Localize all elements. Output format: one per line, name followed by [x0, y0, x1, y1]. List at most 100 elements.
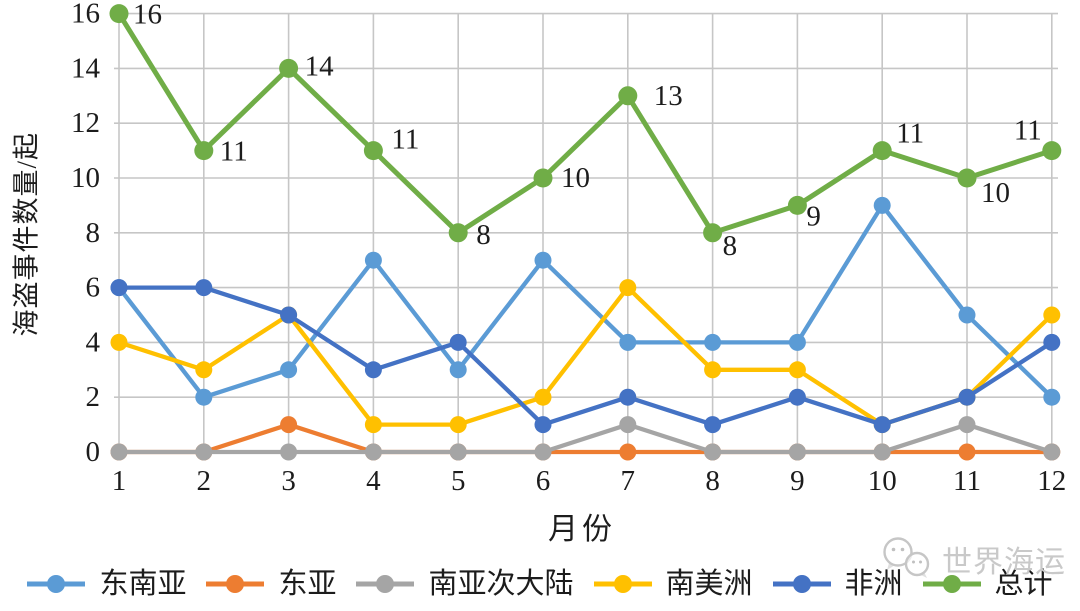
- series-marker-southeast-asia: [534, 251, 552, 269]
- data-label-total: 8: [476, 219, 491, 251]
- legend-marker-africa: [772, 575, 831, 593]
- data-label-total: 11: [1014, 115, 1042, 147]
- y-axis-title: 海盗事件数量/起: [11, 131, 42, 337]
- series-marker-total: [957, 168, 977, 188]
- series-marker-total: [279, 58, 299, 78]
- legend-marker-southeast-asia: [27, 575, 86, 593]
- x-axis-tick-label: 1: [112, 465, 127, 497]
- series-marker-southeast-asia: [619, 333, 637, 351]
- x-axis-tick-label: 5: [451, 465, 466, 497]
- series-marker-south-asian-subcontinent: [195, 443, 213, 461]
- series-marker-total: [872, 141, 892, 161]
- x-axis-tick-label: 3: [281, 465, 296, 497]
- legend-item-south-america: 南美洲: [593, 567, 753, 600]
- x-axis-tick-label: 6: [536, 465, 551, 497]
- chart-legend: 东南亚 东亚 南亚次大陆 南美洲 非洲 总计: [0, 562, 1080, 606]
- legend-item-total: 总计: [922, 567, 1053, 600]
- data-label-total: 11: [391, 124, 419, 156]
- x-axis-tick-label: 11: [953, 465, 981, 497]
- x-axis-tick-label: 8: [705, 465, 720, 497]
- series-marker-total: [703, 223, 723, 243]
- series-line-africa: [116, 285, 1054, 427]
- legend-label-southeast-asia: 东南亚: [99, 567, 187, 600]
- series-marker-africa: [873, 416, 891, 434]
- y-axis-tick-label: 8: [86, 217, 101, 249]
- series-marker-east-asia: [280, 416, 298, 434]
- series-marker-africa: [364, 361, 382, 379]
- data-label-total: 10: [561, 162, 590, 194]
- y-axis-tick-label: 10: [71, 162, 100, 194]
- series-marker-east-asia: [958, 443, 976, 461]
- series-marker-africa: [619, 388, 637, 406]
- x-axis-tick-label: 7: [621, 465, 636, 497]
- series-line-south-asian-subcontinent: [116, 422, 1054, 455]
- data-label-total: 14: [305, 50, 335, 82]
- series-marker-total: [533, 168, 553, 188]
- legend-label-east-asia: 东亚: [278, 567, 337, 600]
- series-line-east-asia: [116, 422, 1054, 455]
- x-axis-tick-label: 12: [1037, 465, 1066, 497]
- data-label-total: 9: [806, 200, 821, 232]
- series-marker-southeast-asia: [788, 333, 806, 351]
- series-marker-south-america: [1043, 306, 1061, 324]
- y-axis-tick-label: 0: [86, 436, 101, 468]
- series-marker-total: [618, 86, 638, 106]
- data-label-total: 13: [654, 80, 683, 112]
- series-marker-south-asian-subcontinent: [1043, 443, 1061, 461]
- data-label-total: 8: [723, 230, 738, 262]
- series-marker-southeast-asia: [873, 196, 891, 214]
- y-axis-tick-label: 16: [71, 0, 100, 30]
- series-marker-southeast-asia: [1043, 388, 1061, 406]
- series-marker-total: [787, 195, 807, 215]
- x-axis-tick-label: 9: [790, 465, 805, 497]
- series-marker-southeast-asia: [449, 361, 467, 379]
- series-marker-africa: [1043, 333, 1061, 351]
- series-marker-africa: [195, 279, 213, 297]
- legend-item-south-asian-subcontinent: 南亚次大陆: [356, 569, 574, 599]
- series-marker-southeast-asia: [364, 251, 382, 269]
- series-marker-southeast-asia: [704, 333, 722, 351]
- legend-label-south-america: 南美洲: [665, 567, 753, 600]
- series-marker-south-asian-subcontinent: [619, 416, 637, 434]
- y-axis-tick-label: 2: [86, 381, 101, 413]
- series-marker-southeast-asia: [195, 388, 213, 406]
- series-marker-total: [1042, 141, 1062, 161]
- series-line-southeast-asia: [116, 203, 1054, 400]
- series-marker-south-america: [364, 416, 382, 434]
- legend-item-east-asia: 东亚: [206, 567, 337, 600]
- series-marker-southeast-asia: [958, 306, 976, 324]
- series-marker-south-asian-subcontinent: [958, 416, 976, 434]
- legend-label-total: 总计: [994, 567, 1053, 600]
- series-marker-africa: [704, 416, 722, 434]
- series-marker-south-asian-subcontinent: [534, 443, 552, 461]
- data-label-total: 11: [896, 118, 924, 150]
- series-marker-africa: [280, 306, 298, 324]
- series-marker-south-america: [110, 333, 128, 351]
- legend-marker-south-asian-subcontinent: [356, 575, 415, 593]
- series-marker-total: [363, 141, 383, 161]
- series-marker-africa: [958, 388, 976, 406]
- series-marker-total: [109, 4, 129, 24]
- series-marker-east-asia: [619, 443, 637, 461]
- series-marker-south-america: [195, 361, 213, 379]
- legend-item-southeast-asia: 东南亚: [27, 567, 187, 600]
- series-marker-south-america: [619, 279, 637, 297]
- series-marker-total: [448, 223, 468, 243]
- series-marker-southeast-asia: [280, 361, 298, 379]
- legend-marker-south-america: [593, 575, 652, 593]
- x-axis-tick-label: 4: [366, 465, 381, 497]
- legend-item-africa: 非洲: [772, 569, 903, 599]
- data-label-total: 10: [981, 177, 1010, 209]
- data-label-total: 11: [220, 136, 248, 168]
- series-marker-total: [194, 141, 214, 161]
- series-marker-south-asian-subcontinent: [788, 443, 806, 461]
- series-marker-south-america: [534, 388, 552, 406]
- y-axis-tick-label: 12: [71, 107, 100, 139]
- series-line-total: [116, 11, 1055, 236]
- series-marker-africa: [788, 388, 806, 406]
- y-axis-tick-label: 4: [86, 326, 101, 358]
- legend-marker-east-asia: [206, 575, 265, 593]
- series-marker-south-america: [704, 361, 722, 379]
